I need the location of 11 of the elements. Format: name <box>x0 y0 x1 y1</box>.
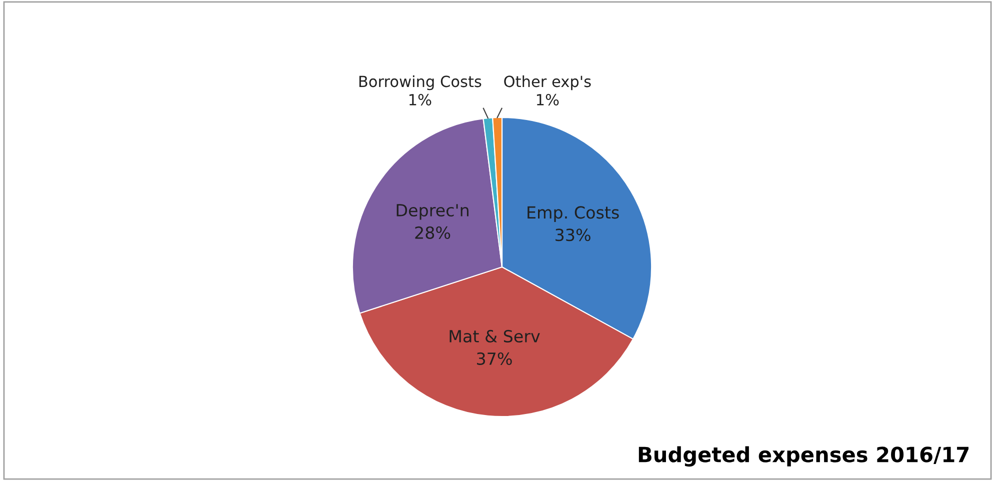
slice-label: Borrowing Costs <box>359 75 482 90</box>
slice-label: Other exp's <box>504 75 591 90</box>
data-label: 37% <box>477 352 512 365</box>
data-label: 28% <box>415 226 450 239</box>
slice-label: Mat & Serv <box>450 330 540 343</box>
data-label: 1% <box>409 94 432 106</box>
slice-label: Emp. Costs <box>528 206 619 222</box>
slice-label: Deprec'n <box>396 204 468 220</box>
text: Budgeted expenses 2016/17 <box>638 446 968 467</box>
data-label: 1% <box>536 94 559 106</box>
data-label: 33% <box>556 228 590 242</box>
